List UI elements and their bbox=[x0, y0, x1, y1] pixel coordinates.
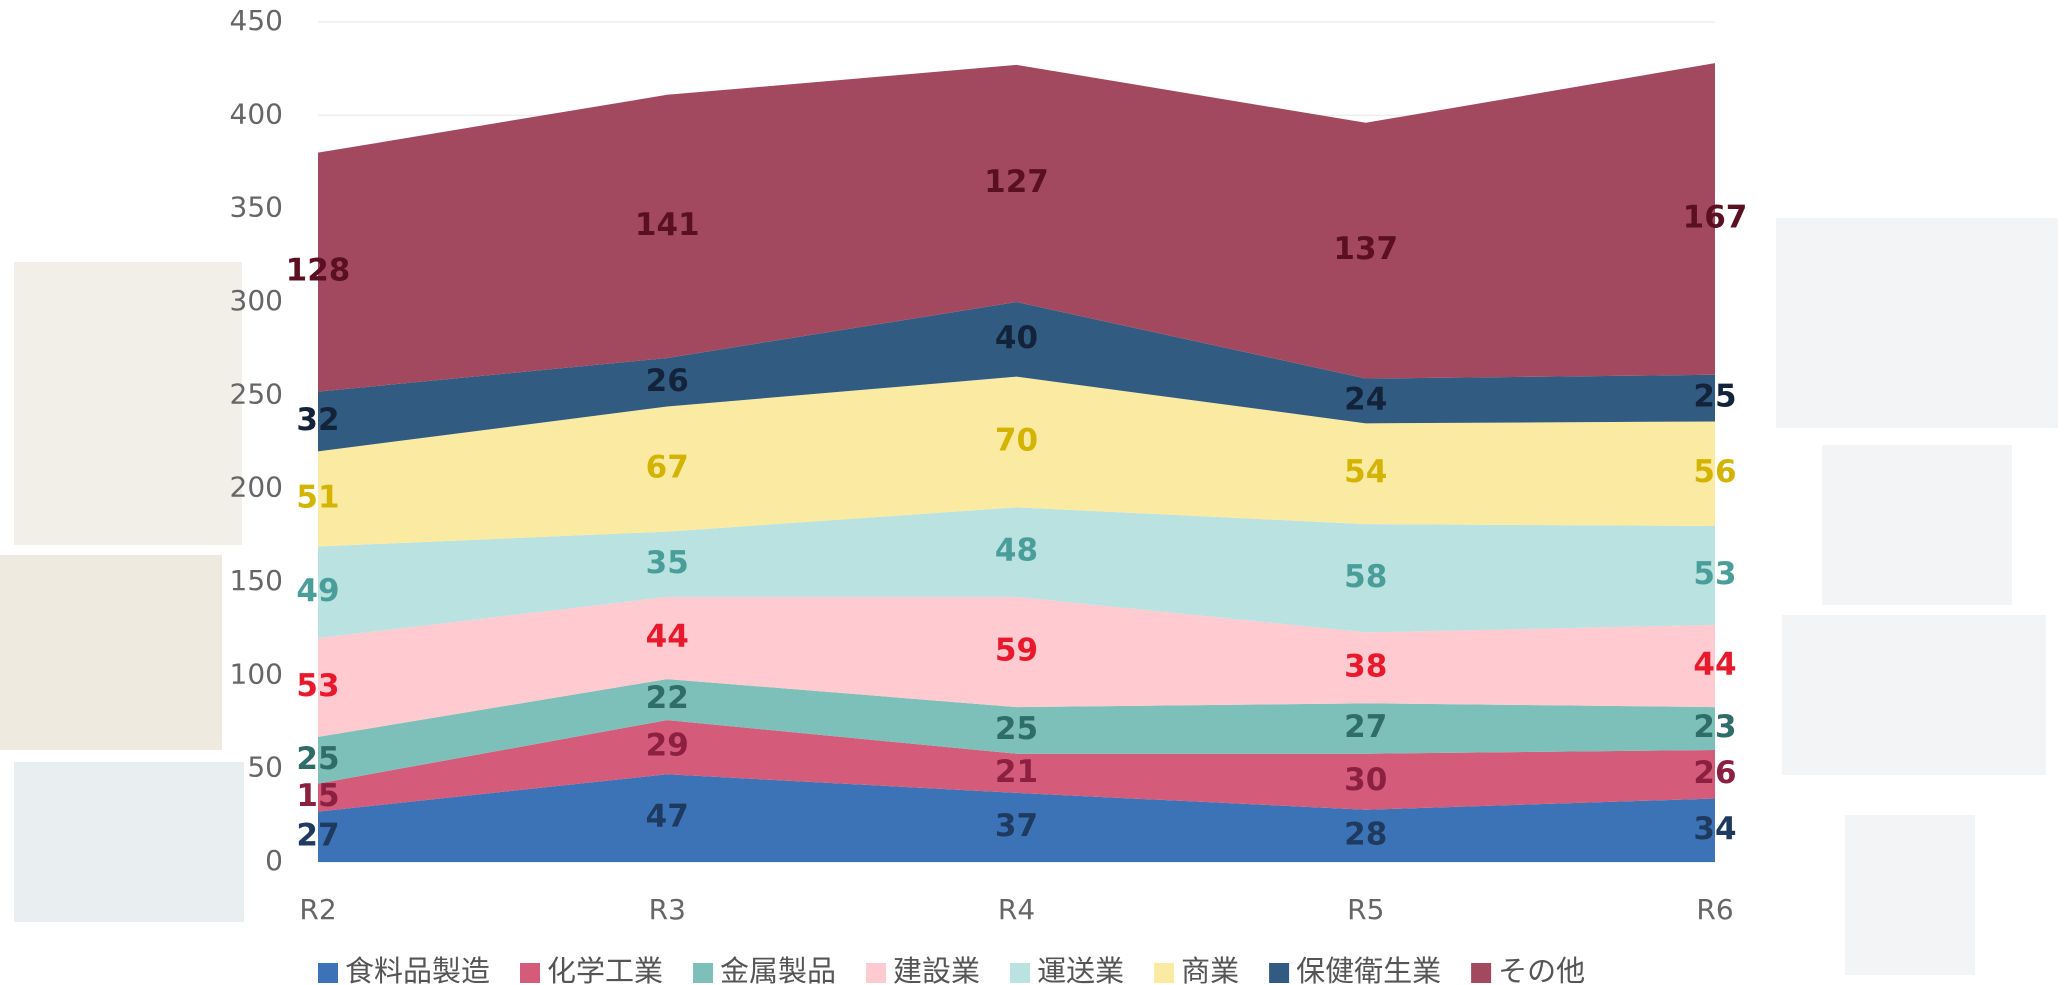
data-label: 48 bbox=[995, 533, 1038, 569]
legend-label: 建設業 bbox=[893, 954, 980, 985]
legend-swatch bbox=[1154, 963, 1175, 983]
data-label: 15 bbox=[296, 778, 339, 814]
y-tick-label: 50 bbox=[247, 751, 283, 784]
data-label: 56 bbox=[1693, 454, 1736, 490]
y-tick-label: 350 bbox=[230, 191, 283, 224]
data-label: 53 bbox=[296, 668, 339, 704]
data-label: 137 bbox=[1333, 231, 1398, 267]
y-tick-label: 100 bbox=[230, 657, 283, 690]
data-label: 32 bbox=[296, 402, 339, 438]
area bbox=[318, 376, 1715, 547]
illustration bbox=[1822, 445, 2012, 605]
data-label: 30 bbox=[1344, 762, 1387, 798]
legend-swatch bbox=[1269, 963, 1290, 983]
legend-swatch bbox=[318, 963, 338, 983]
legend-swatch bbox=[520, 963, 541, 983]
data-label: 21 bbox=[995, 754, 1038, 790]
illustration bbox=[0, 555, 222, 750]
legend-swatch bbox=[866, 963, 887, 983]
legend-label: 運送業 bbox=[1037, 954, 1124, 985]
y-tick-label: 300 bbox=[230, 284, 283, 317]
data-label: 67 bbox=[646, 450, 689, 486]
x-tick-label: R3 bbox=[649, 893, 686, 926]
data-label: 40 bbox=[995, 320, 1038, 356]
data-label: 38 bbox=[1344, 648, 1387, 684]
data-label: 25 bbox=[296, 741, 339, 777]
illustration bbox=[1845, 815, 1975, 975]
area bbox=[318, 774, 1715, 862]
area bbox=[318, 679, 1715, 784]
legend-label: 化学工業 bbox=[547, 954, 663, 985]
illustrations bbox=[0, 218, 2058, 975]
y-tick-label: 450 bbox=[230, 4, 283, 37]
y-tick-label: 250 bbox=[230, 377, 283, 410]
data-label: 51 bbox=[296, 479, 339, 515]
data-label: 27 bbox=[296, 817, 339, 853]
data-label: 58 bbox=[1344, 559, 1387, 595]
y-tick-label: 150 bbox=[230, 564, 283, 597]
data-label: 128 bbox=[286, 253, 351, 289]
illustration bbox=[14, 762, 244, 922]
data-label: 34 bbox=[1693, 811, 1736, 847]
illustration bbox=[1782, 615, 2046, 775]
data-label: 26 bbox=[1693, 755, 1736, 791]
data-label: 167 bbox=[1683, 199, 1748, 235]
area bbox=[318, 507, 1715, 638]
legend-label: 食料品製造 bbox=[345, 954, 490, 985]
data-label: 59 bbox=[995, 633, 1038, 669]
data-label: 23 bbox=[1693, 709, 1736, 745]
data-label: 37 bbox=[995, 808, 1038, 844]
area bbox=[318, 596, 1715, 737]
legend-label: 金属製品 bbox=[720, 954, 836, 985]
y-tick-label: 200 bbox=[230, 471, 283, 504]
data-label: 28 bbox=[1344, 816, 1387, 852]
data-label: 29 bbox=[646, 728, 689, 764]
data-label: 44 bbox=[1693, 647, 1736, 683]
legend-label: 保健衛生業 bbox=[1296, 954, 1441, 985]
data-label: 47 bbox=[646, 799, 689, 835]
area bbox=[318, 63, 1715, 392]
legend-swatch bbox=[1471, 963, 1492, 983]
data-label: 22 bbox=[646, 680, 689, 716]
illustration bbox=[1776, 218, 2058, 428]
data-label: 27 bbox=[1344, 709, 1387, 745]
data-label: 25 bbox=[995, 711, 1038, 747]
data-label: 26 bbox=[646, 363, 689, 399]
data-label: 53 bbox=[1693, 556, 1736, 592]
data-label: 44 bbox=[646, 619, 689, 655]
legend-swatch bbox=[693, 963, 714, 983]
area bbox=[318, 302, 1715, 452]
y-tick-label: 400 bbox=[230, 97, 283, 130]
data-label: 24 bbox=[1344, 381, 1387, 417]
data-label: 35 bbox=[646, 545, 689, 581]
data-label: 25 bbox=[1693, 379, 1736, 415]
legend-label: その他 bbox=[1498, 954, 1585, 985]
area bbox=[318, 720, 1715, 812]
data-label: 70 bbox=[995, 423, 1038, 459]
data-label: 49 bbox=[296, 573, 339, 609]
legend-label: 商業 bbox=[1181, 954, 1239, 985]
illustration bbox=[14, 262, 242, 545]
data-label: 54 bbox=[1344, 454, 1387, 490]
x-tick-label: R2 bbox=[299, 893, 336, 926]
x-tick-label: R5 bbox=[1347, 893, 1384, 926]
data-label: 141 bbox=[635, 207, 700, 243]
x-tick-label: R4 bbox=[998, 893, 1035, 926]
y-tick-label: 0 bbox=[265, 844, 283, 877]
data-label: 127 bbox=[984, 164, 1049, 200]
x-tick-label: R6 bbox=[1696, 893, 1733, 926]
legend-swatch bbox=[1010, 963, 1031, 983]
